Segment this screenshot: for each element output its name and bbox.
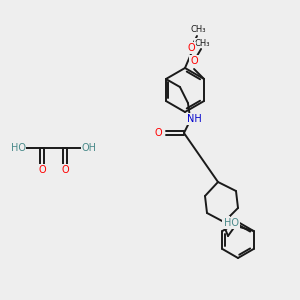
Text: O: O	[61, 165, 69, 175]
Text: OH: OH	[82, 143, 97, 153]
Text: NH: NH	[187, 114, 201, 124]
Text: O: O	[154, 128, 162, 138]
Text: CH₃: CH₃	[190, 26, 206, 34]
Text: HO: HO	[11, 143, 26, 153]
Text: O: O	[190, 56, 198, 66]
Text: CH₃: CH₃	[194, 38, 210, 47]
Text: HO: HO	[224, 218, 239, 228]
Text: O: O	[38, 165, 46, 175]
Text: N: N	[222, 217, 230, 227]
Text: O: O	[187, 43, 195, 53]
